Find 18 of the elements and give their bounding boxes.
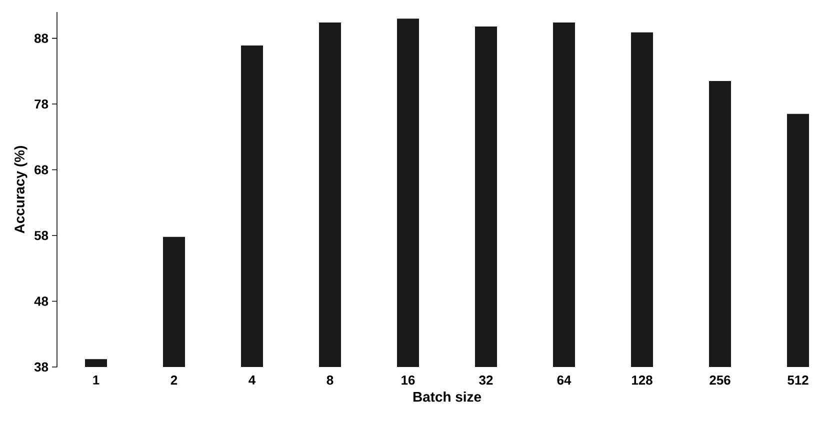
y-tick-label: 68 — [34, 165, 48, 174]
y-tick-label: 88 — [34, 34, 48, 43]
x-tick-label: 2 — [170, 376, 178, 385]
x-tick-label: 512 — [788, 376, 808, 385]
x-tick-label: 64 — [557, 376, 572, 385]
y-tick-label: 78 — [34, 99, 48, 109]
y-tick-label: 58 — [34, 230, 48, 240]
x-axis-title: Batch size — [413, 392, 482, 402]
y-axis-title: Accuracy (%) — [14, 146, 28, 234]
x-tick-label: 32 — [479, 376, 493, 385]
x-tick-label: 8 — [326, 376, 334, 385]
x-tick-label: 128 — [632, 376, 652, 385]
x-tick-label: 16 — [402, 376, 415, 385]
x-tick-label: 1 — [93, 376, 100, 384]
x-tick-label: 256 — [710, 376, 730, 385]
x-tick-label: 4 — [248, 376, 256, 384]
y-tick-label: 38 — [34, 362, 48, 372]
y-tick-label: 48 — [34, 296, 48, 306]
